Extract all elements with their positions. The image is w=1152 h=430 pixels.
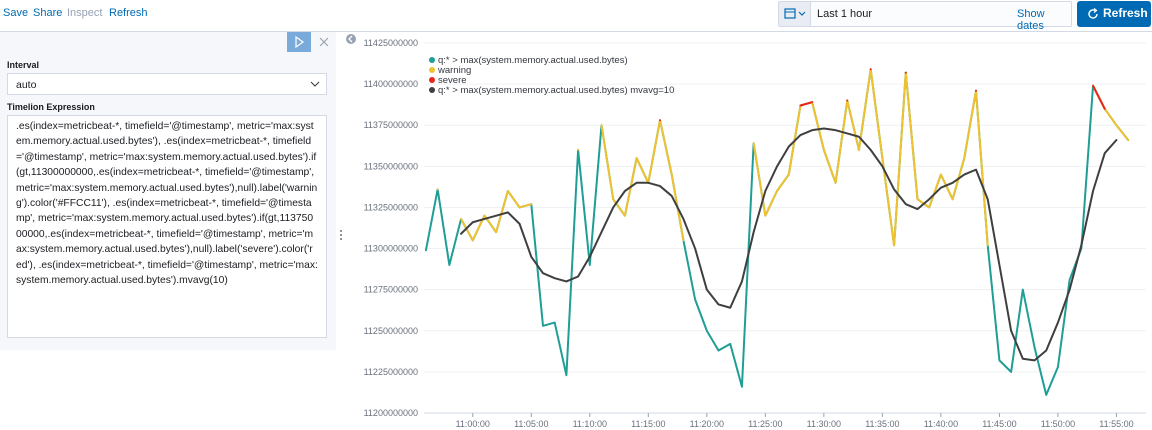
calendar-icon (784, 8, 806, 19)
x-tick-label: 11:20:00 (690, 419, 724, 429)
select-arrow (310, 81, 320, 87)
legend-swatch (429, 57, 435, 63)
refresh-icon (1088, 8, 1098, 19)
x-tick-label: 11:25:00 (748, 419, 782, 429)
x-tick-label: 11:35:00 (865, 419, 899, 429)
y-tick-label: 11200000000 (364, 408, 418, 418)
x-tick-label: 11:05:00 (514, 419, 548, 429)
x-tick-label: 11:00:00 (456, 419, 490, 429)
y-tick-label: 11425000000 (364, 38, 418, 48)
expression-input[interactable]: .es(index=metricbeat-*, timefield='@time… (7, 115, 327, 338)
legend-swatch (429, 77, 435, 83)
x-tick-label: 11:45:00 (982, 419, 1016, 429)
run-button[interactable] (287, 32, 311, 52)
inspect-link[interactable]: Inspect (67, 7, 103, 19)
y-tick-label: 11300000000 (364, 244, 418, 254)
quick-menu[interactable] (779, 2, 811, 26)
editor-panel: Interval auto Timelion Expression .es(in… (0, 32, 336, 350)
series-line (424, 68, 1130, 396)
series-line (600, 119, 685, 242)
interval-label: Interval (7, 60, 40, 70)
collapse-button[interactable] (345, 33, 357, 45)
close-icon[interactable] (318, 36, 330, 48)
interval-value: auto (16, 79, 37, 91)
save-link[interactable]: Save (3, 7, 29, 19)
y-tick-label: 11375000000 (364, 120, 418, 130)
refresh-link[interactable]: Refresh (109, 7, 148, 19)
legend: q:* > max(system.memory.actual.used.byte… (438, 85, 674, 96)
show-dates[interactable]: Show dates (1017, 8, 1045, 32)
x-tick-label: 11:10:00 (573, 419, 607, 429)
resize-handle[interactable] (338, 228, 344, 242)
legend-swatch (429, 67, 435, 73)
interval-select[interactable]: auto (7, 73, 327, 95)
refresh-button[interactable]: Refresh (1077, 1, 1151, 27)
series-line (1092, 84, 1106, 110)
expression-label: Timelion Expression (7, 102, 95, 112)
series-line (752, 68, 989, 247)
series-line (1092, 84, 1130, 142)
x-tick-label: 11:50:00 (1041, 419, 1075, 429)
run-icon (295, 35, 305, 49)
series-line (460, 190, 533, 242)
legend-swatch (429, 87, 435, 93)
time-range: Last 1 hour (817, 8, 873, 20)
chart: 11200000000 11225000000 11250000000 1127500… (364, 38, 1146, 429)
date-picker[interactable]: Last 1 hour Show dates (778, 1, 1072, 32)
refresh-label: Refresh (1103, 6, 1148, 20)
x-tick-label: 11:15:00 (631, 419, 665, 429)
legend: severe (438, 75, 467, 86)
x-tick-label: 11:30:00 (807, 419, 841, 429)
y-tick-label: 11225000000 (364, 367, 418, 377)
y-tick-label: 11325000000 (364, 202, 418, 212)
share-link[interactable]: Share (33, 7, 63, 19)
top-bar: Save Share Inspect Refresh Last 1 hour S… (0, 0, 1152, 32)
series-line (799, 101, 814, 107)
y-tick-label: 11250000000 (364, 326, 418, 336)
y-tick-label: 11400000000 (364, 79, 418, 89)
x-tick-label: 11:40:00 (924, 419, 958, 429)
legend: warning (437, 65, 471, 76)
y-tick-label: 11350000000 (364, 161, 418, 171)
y-tick-label: 11275000000 (364, 285, 418, 295)
x-tick-label: 11:55:00 (1099, 419, 1133, 429)
series-line (460, 127, 1118, 362)
legend: q:* > max(system.memory.actual.used.byte… (438, 55, 628, 66)
